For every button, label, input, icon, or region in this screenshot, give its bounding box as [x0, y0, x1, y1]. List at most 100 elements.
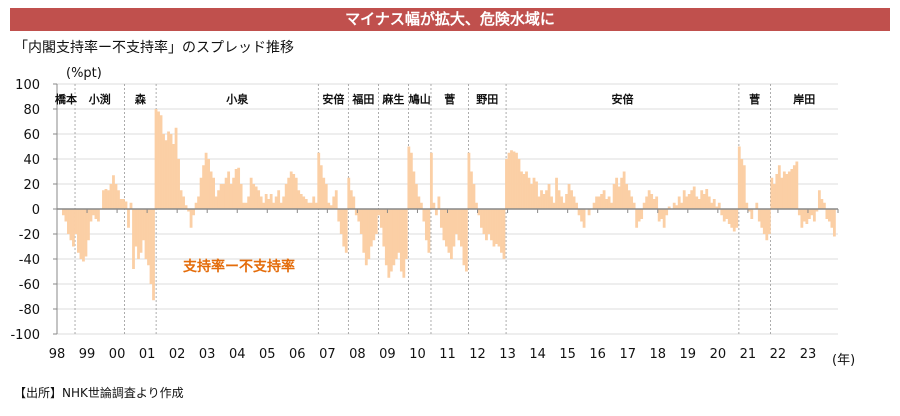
bar	[109, 184, 113, 209]
bar	[302, 196, 306, 209]
bar	[199, 177, 203, 209]
bar	[257, 190, 261, 209]
bar	[497, 209, 501, 247]
bar	[787, 171, 791, 209]
bar	[460, 209, 463, 247]
bar	[735, 209, 739, 228]
bar	[820, 199, 824, 209]
bar	[725, 209, 729, 219]
bar	[807, 209, 811, 219]
bar	[429, 152, 433, 209]
bar	[147, 209, 150, 266]
bar	[262, 202, 266, 209]
bar	[780, 177, 784, 209]
x-tick-label: 20	[710, 347, 727, 362]
bar	[69, 209, 73, 241]
bar	[417, 196, 421, 209]
bar	[667, 206, 671, 209]
bar	[177, 159, 180, 209]
bar	[422, 209, 426, 222]
bar	[444, 209, 448, 247]
bar	[762, 209, 766, 234]
bar	[697, 199, 701, 209]
x-tick-label: 18	[649, 347, 666, 362]
bar	[630, 196, 634, 209]
bar	[655, 196, 659, 209]
bars	[62, 109, 836, 301]
gridlines	[57, 83, 838, 335]
bar	[757, 209, 761, 222]
y-tick-label: -20	[19, 228, 40, 243]
bar	[485, 209, 488, 241]
bar	[495, 209, 498, 244]
bar	[827, 209, 831, 222]
bar	[149, 209, 153, 284]
bar	[715, 206, 719, 209]
bar	[665, 209, 669, 216]
bar	[249, 177, 253, 209]
bar	[817, 190, 821, 209]
bar	[277, 190, 281, 209]
bar	[822, 202, 826, 209]
bar	[507, 152, 511, 209]
bar	[560, 196, 563, 209]
cabinet-label: 安倍	[322, 92, 344, 106]
bar	[505, 159, 508, 209]
chart-subtitle: 「内閣支持率ー不支持率」のスプレッド推移	[14, 40, 294, 56]
bar	[607, 196, 611, 209]
bar	[510, 150, 513, 209]
x-tick-label: 11	[439, 347, 456, 362]
bar	[289, 171, 293, 209]
bar	[592, 202, 596, 209]
bar	[344, 209, 348, 253]
bar	[750, 209, 754, 219]
bar	[322, 177, 326, 209]
bar	[755, 202, 759, 209]
bar	[129, 202, 133, 209]
bar	[324, 184, 328, 209]
bar	[825, 209, 829, 219]
bar	[212, 177, 216, 209]
bar	[657, 209, 661, 222]
bar	[575, 202, 578, 209]
bar	[457, 209, 461, 241]
x-tick-label: 02	[169, 347, 186, 362]
bar	[710, 202, 714, 209]
x-tick-label: 12	[469, 347, 486, 362]
bar	[577, 209, 581, 216]
bar	[442, 209, 446, 241]
y-tick-label: 40	[23, 153, 40, 168]
bar	[409, 152, 413, 209]
y-tick-label: 100	[15, 78, 40, 93]
bar	[382, 209, 386, 247]
bar	[745, 202, 749, 209]
bar	[244, 202, 248, 209]
bar	[137, 209, 140, 259]
y-tick-label: -100	[10, 328, 40, 343]
bar	[797, 209, 801, 216]
bar	[462, 209, 466, 266]
bar	[397, 209, 401, 253]
labels: 100806040200-20-40-60-80-100橋本 小渕森小泉 安倍 福田麻…	[10, 78, 816, 362]
bar	[369, 209, 373, 247]
bar	[772, 184, 776, 209]
bar	[152, 209, 155, 301]
bar	[557, 190, 561, 209]
bar	[222, 184, 226, 209]
bar	[297, 190, 301, 209]
bar	[770, 177, 774, 209]
x-tick-label: 03	[199, 347, 216, 362]
bar	[107, 190, 110, 209]
bar	[354, 209, 358, 216]
bar	[680, 202, 684, 209]
bar	[154, 109, 158, 209]
bar	[637, 209, 641, 222]
bar	[224, 177, 228, 209]
bar	[555, 177, 558, 209]
bar	[202, 165, 205, 209]
bar	[605, 199, 609, 209]
bar	[207, 159, 210, 209]
bar	[64, 209, 68, 222]
bar	[832, 209, 836, 237]
bar	[307, 202, 311, 209]
